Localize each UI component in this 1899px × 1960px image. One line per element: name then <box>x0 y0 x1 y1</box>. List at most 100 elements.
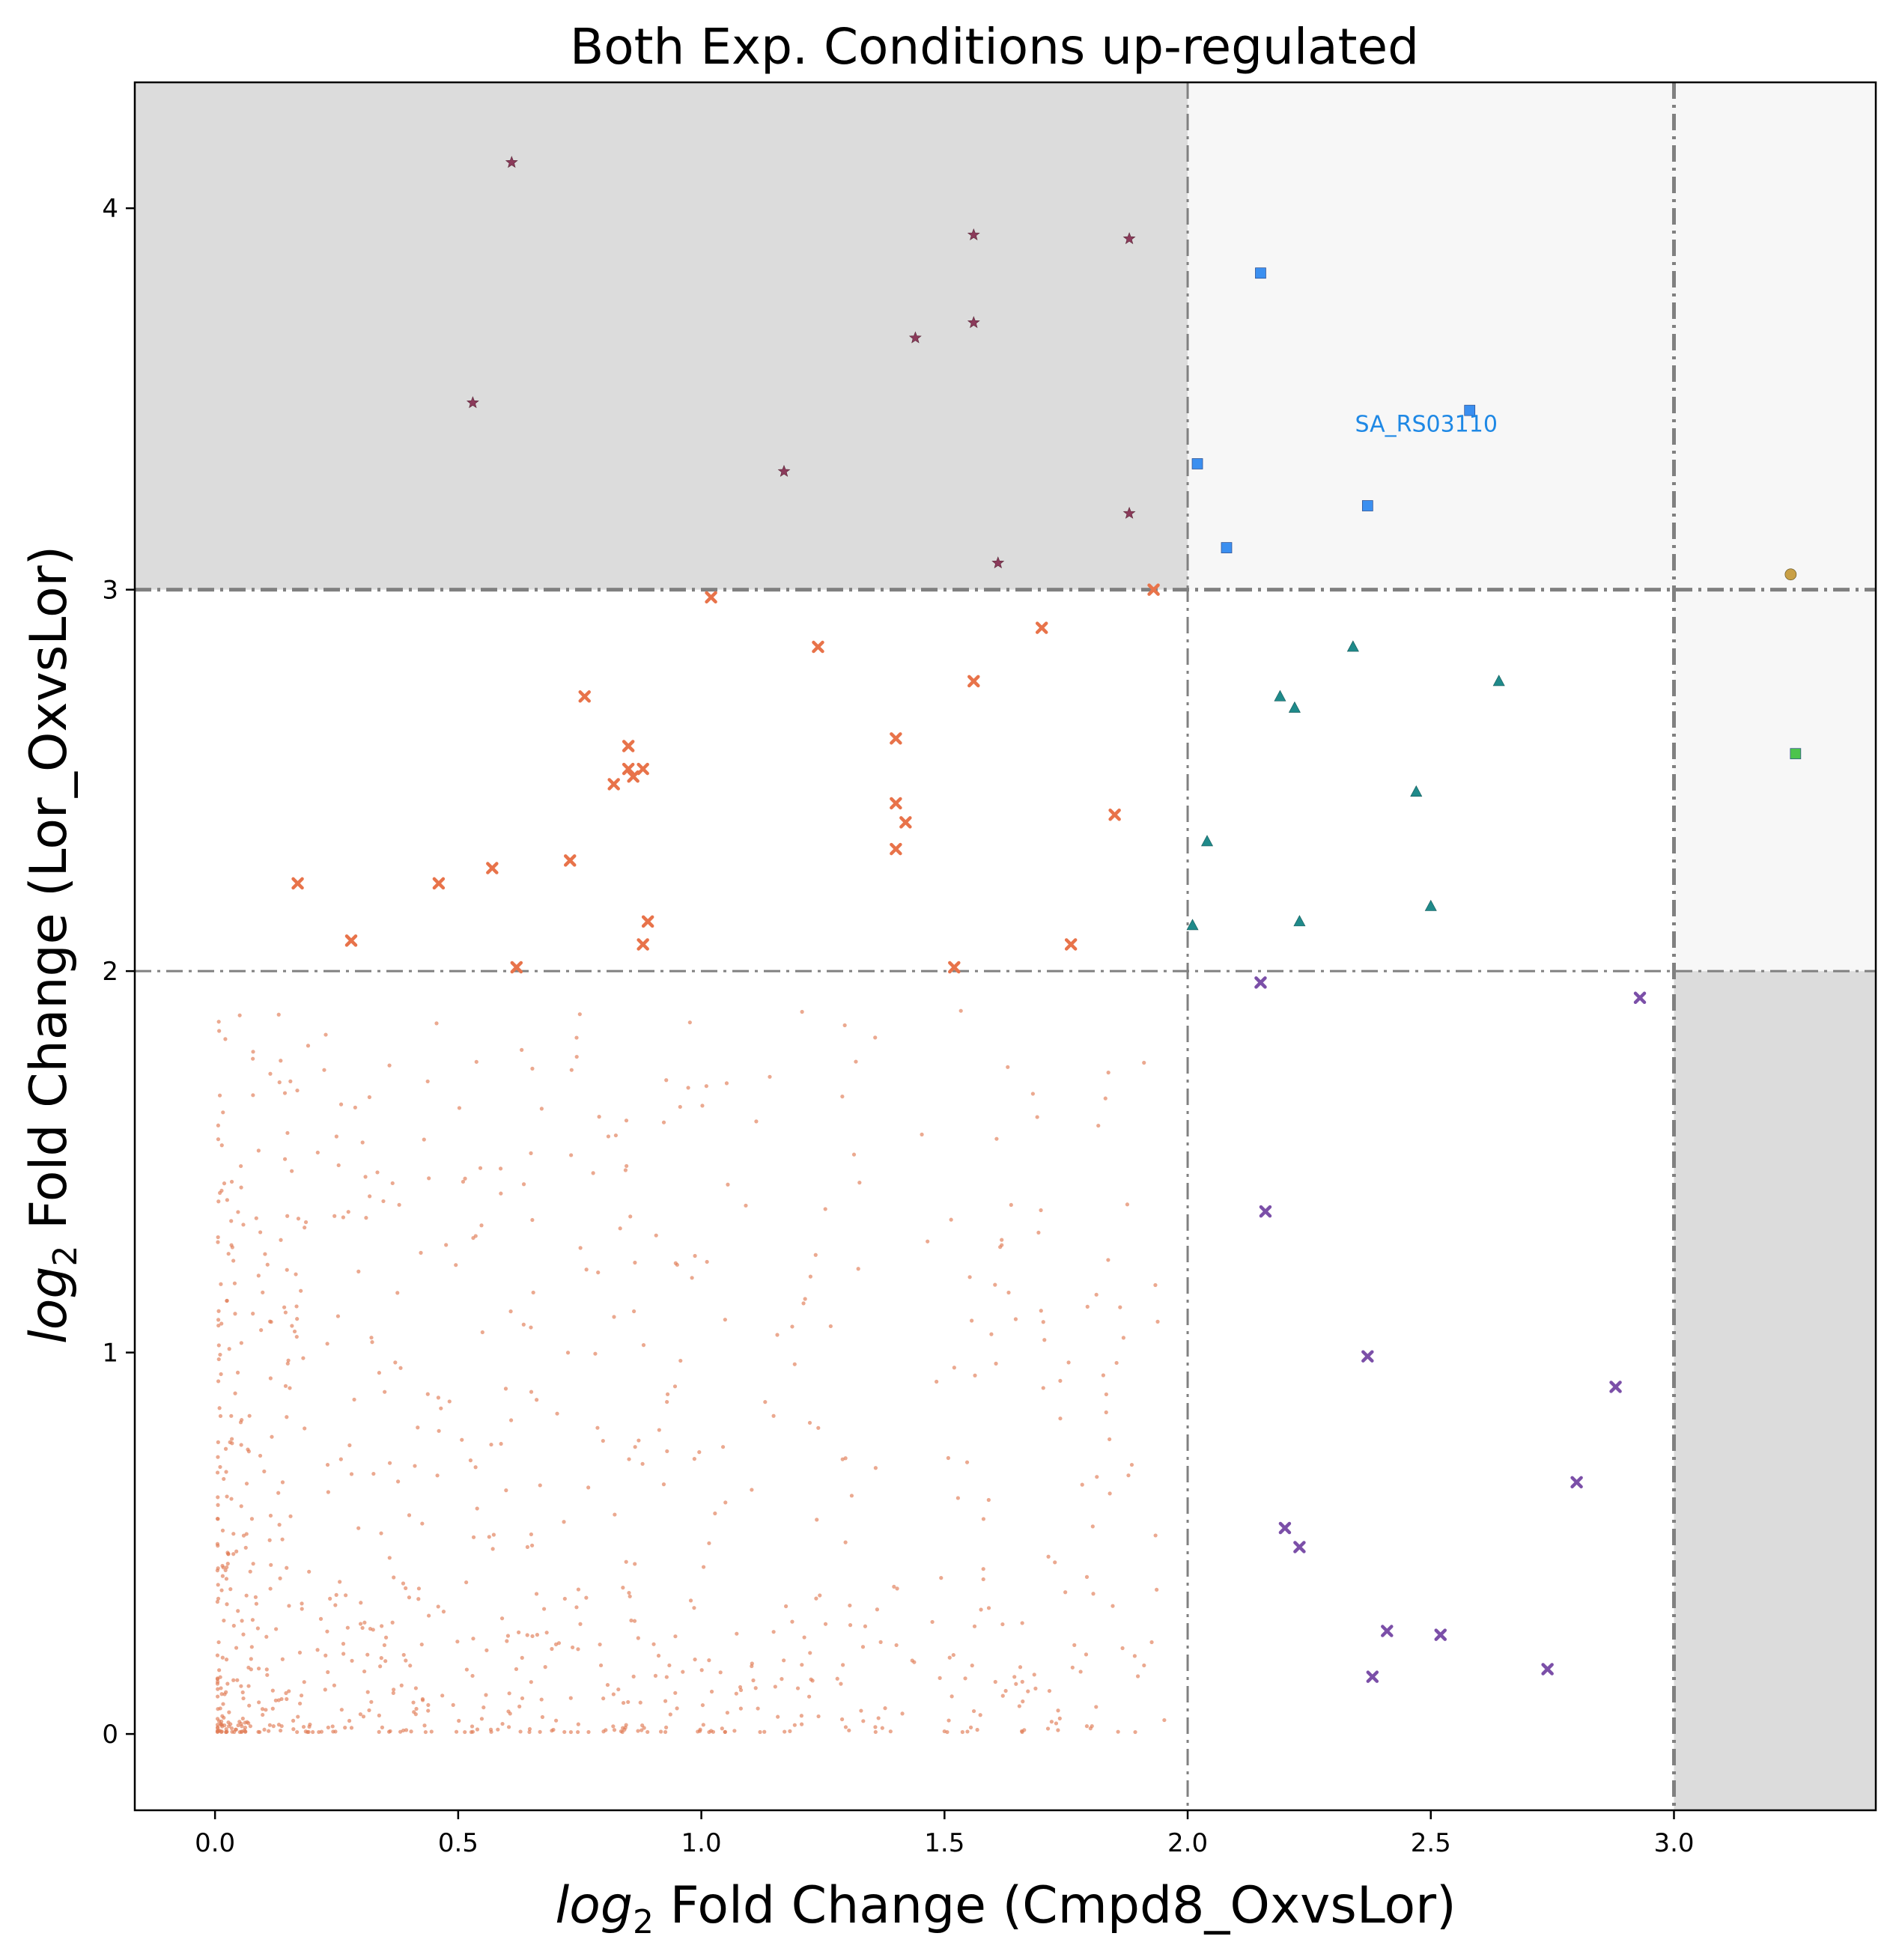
background-point <box>633 1445 637 1449</box>
background-point <box>303 1426 307 1431</box>
background-point <box>480 1330 484 1335</box>
background-point <box>253 1595 258 1599</box>
background-point <box>554 1718 559 1723</box>
background-point <box>387 1063 392 1068</box>
background-points <box>215 1008 1167 1735</box>
background-point <box>251 1312 255 1316</box>
background-point <box>231 1552 236 1556</box>
marker-x-5 <box>291 877 304 890</box>
background-point <box>239 1163 243 1169</box>
background-point <box>1106 1071 1110 1075</box>
background-point <box>457 1106 462 1110</box>
background-point <box>693 1657 697 1662</box>
background-point <box>254 1601 259 1606</box>
background-point <box>701 1723 705 1727</box>
background-point <box>623 1168 628 1172</box>
marker-x-5 <box>636 938 649 951</box>
marker-x-5 <box>948 961 961 974</box>
background-point <box>586 1485 591 1490</box>
background-point <box>947 1655 952 1660</box>
background-point <box>808 1274 812 1279</box>
background-point <box>471 1535 476 1539</box>
background-point <box>240 1619 244 1623</box>
background-point <box>334 1592 338 1597</box>
background-point <box>1041 1386 1045 1390</box>
marker-x-5 <box>510 961 523 974</box>
background-point <box>331 1729 335 1734</box>
background-point <box>422 1723 427 1728</box>
background-point <box>854 1059 858 1064</box>
background-point <box>447 1399 452 1404</box>
background-point <box>665 1449 669 1454</box>
background-point <box>386 1729 392 1734</box>
background-point <box>720 1726 724 1731</box>
marker-star-0 <box>1122 506 1136 519</box>
background-point <box>318 1616 323 1621</box>
background-point <box>323 1687 327 1692</box>
background-point <box>678 1104 682 1110</box>
background-point <box>243 1729 248 1734</box>
background-point <box>362 1669 367 1674</box>
marker-x-5 <box>622 740 635 752</box>
background-point <box>625 1163 629 1169</box>
background-point <box>315 1648 320 1652</box>
background-point <box>758 1729 762 1735</box>
background-point <box>367 1095 371 1100</box>
background-point <box>544 1631 549 1635</box>
background-point <box>693 1253 697 1259</box>
background-point <box>951 1652 955 1658</box>
background-point <box>873 1035 878 1040</box>
background-point <box>234 1646 239 1650</box>
background-point <box>404 1728 409 1732</box>
background-point <box>1153 1282 1158 1288</box>
background-point <box>232 1281 237 1285</box>
background-point <box>395 1291 400 1295</box>
background-point <box>935 1379 939 1384</box>
background-point <box>216 1566 220 1571</box>
background-point <box>632 1619 637 1623</box>
background-point <box>353 1105 357 1110</box>
background-point <box>892 1584 896 1589</box>
background-point <box>360 1625 365 1631</box>
background-point <box>219 1588 224 1592</box>
marker-x-5 <box>627 770 639 783</box>
marker-x-6 <box>1254 976 1267 989</box>
background-point <box>279 1059 283 1063</box>
background-point <box>726 1182 730 1187</box>
background-point <box>233 1312 237 1316</box>
shaded-region-1 <box>1674 971 1876 1810</box>
background-point <box>391 1690 395 1695</box>
background-point <box>1142 1663 1146 1668</box>
background-point <box>401 1728 406 1733</box>
background-point <box>823 1622 828 1626</box>
background-point <box>215 1653 220 1658</box>
x-axis-ticks: 0.0 0.5 1.0 1.5 2.0 2.5 3.0 <box>195 1810 1695 1858</box>
background-point <box>1129 1462 1134 1467</box>
background-point <box>294 1304 299 1309</box>
background-point <box>795 1686 800 1690</box>
x-tick-label: 1.0 <box>681 1828 722 1858</box>
background-point <box>611 1724 616 1729</box>
background-point <box>264 1634 269 1639</box>
background-point <box>393 1360 398 1365</box>
background-point <box>239 1684 243 1688</box>
x-tick-label: 2.5 <box>1411 1828 1451 1858</box>
background-point <box>653 1673 658 1678</box>
background-point <box>377 1371 381 1375</box>
background-point <box>263 1252 267 1256</box>
background-point <box>1101 1373 1106 1378</box>
background-point <box>1057 1716 1062 1720</box>
background-point <box>437 1428 441 1433</box>
background-point <box>294 1272 298 1276</box>
background-point <box>241 1632 246 1637</box>
background-point <box>231 1532 236 1536</box>
background-point <box>451 1702 455 1707</box>
background-point <box>1026 1689 1030 1693</box>
background-point <box>235 1678 240 1682</box>
background-point <box>380 1725 385 1729</box>
background-point <box>1033 1686 1038 1690</box>
background-point <box>326 1725 330 1730</box>
background-point <box>1108 1491 1112 1496</box>
background-point <box>276 1698 281 1702</box>
background-point <box>788 1729 792 1733</box>
